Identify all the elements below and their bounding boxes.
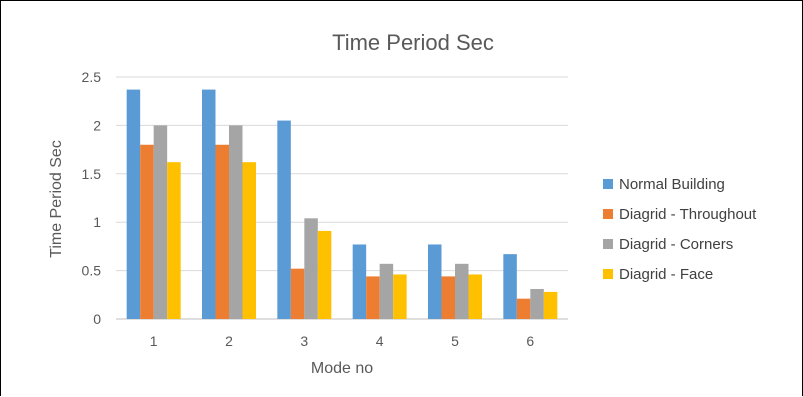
y-tick-label: 1 <box>93 214 101 230</box>
x-axis-ticks: 1 2 3 4 5 6 <box>150 333 535 349</box>
bar-series-3-mode-4 <box>379 263 394 319</box>
bar-series-2-mode-1 <box>140 144 154 319</box>
y-axis-ticks: 0 0.5 1 1.5 2 2.5 <box>82 69 102 327</box>
bar-series-2-mode-4 <box>366 276 380 319</box>
gridlines <box>116 76 568 320</box>
legend-swatch <box>603 269 613 279</box>
bar-series-1-mode-5 <box>428 244 442 319</box>
bar-series-1-mode-6 <box>503 254 517 319</box>
bar-series-4-mode-5 <box>468 274 482 319</box>
x-tick-label: 1 <box>150 333 158 349</box>
bar-series-4-mode-2 <box>242 162 256 319</box>
legend-label: Diagrid - Corners <box>619 236 733 253</box>
bar-series-3-mode-3 <box>304 218 318 319</box>
y-tick-label: 1.5 <box>82 166 102 182</box>
bar-series-2-mode-3 <box>290 268 305 319</box>
y-tick-label: 0.5 <box>82 263 102 279</box>
x-axis-title: Mode no <box>311 360 373 377</box>
legend-label: Normal Building <box>619 176 725 193</box>
x-tick-label: 5 <box>451 333 459 349</box>
bar-series-4-mode-3 <box>317 230 332 319</box>
bar-series-1-mode-1 <box>126 89 141 319</box>
legend-swatch <box>603 239 613 249</box>
bar-series-1-mode-4 <box>352 244 367 319</box>
bar-series-4-mode-6 <box>543 291 558 319</box>
bar-series-3-mode-5 <box>455 263 469 319</box>
x-tick-label: 2 <box>225 333 233 349</box>
x-tick-label: 6 <box>526 333 534 349</box>
chart-title: Time Period Sec <box>332 30 494 55</box>
legend-label: Diagrid - Face <box>619 266 713 283</box>
bar-series-3-mode-2 <box>229 125 243 320</box>
legend-label: Diagrid - Throughout <box>619 206 757 223</box>
bar-series-2-mode-2 <box>215 144 229 319</box>
y-tick-label: 0 <box>93 311 101 327</box>
bar-series-2-mode-6 <box>516 298 531 319</box>
bar-series-1-mode-2 <box>202 89 216 319</box>
bar-series-4-mode-4 <box>393 274 407 319</box>
legend-swatch <box>603 179 613 189</box>
bar-series-4-mode-1 <box>167 162 181 319</box>
bar-series-1-mode-3 <box>277 120 291 319</box>
x-tick-label: 3 <box>300 333 308 349</box>
bars <box>126 89 558 320</box>
bar-series-2-mode-5 <box>441 276 455 319</box>
y-axis-title: Time Period Sec <box>48 140 65 258</box>
bar-series-3-mode-6 <box>530 288 544 319</box>
legend-swatch <box>603 209 613 219</box>
x-tick-label: 4 <box>376 333 384 349</box>
legend: Normal Building Diagrid - Throughout Diagr… <box>603 176 757 283</box>
y-tick-label: 2.5 <box>82 69 102 85</box>
bar-series-3-mode-1 <box>153 125 168 320</box>
y-tick-label: 2 <box>93 117 101 133</box>
